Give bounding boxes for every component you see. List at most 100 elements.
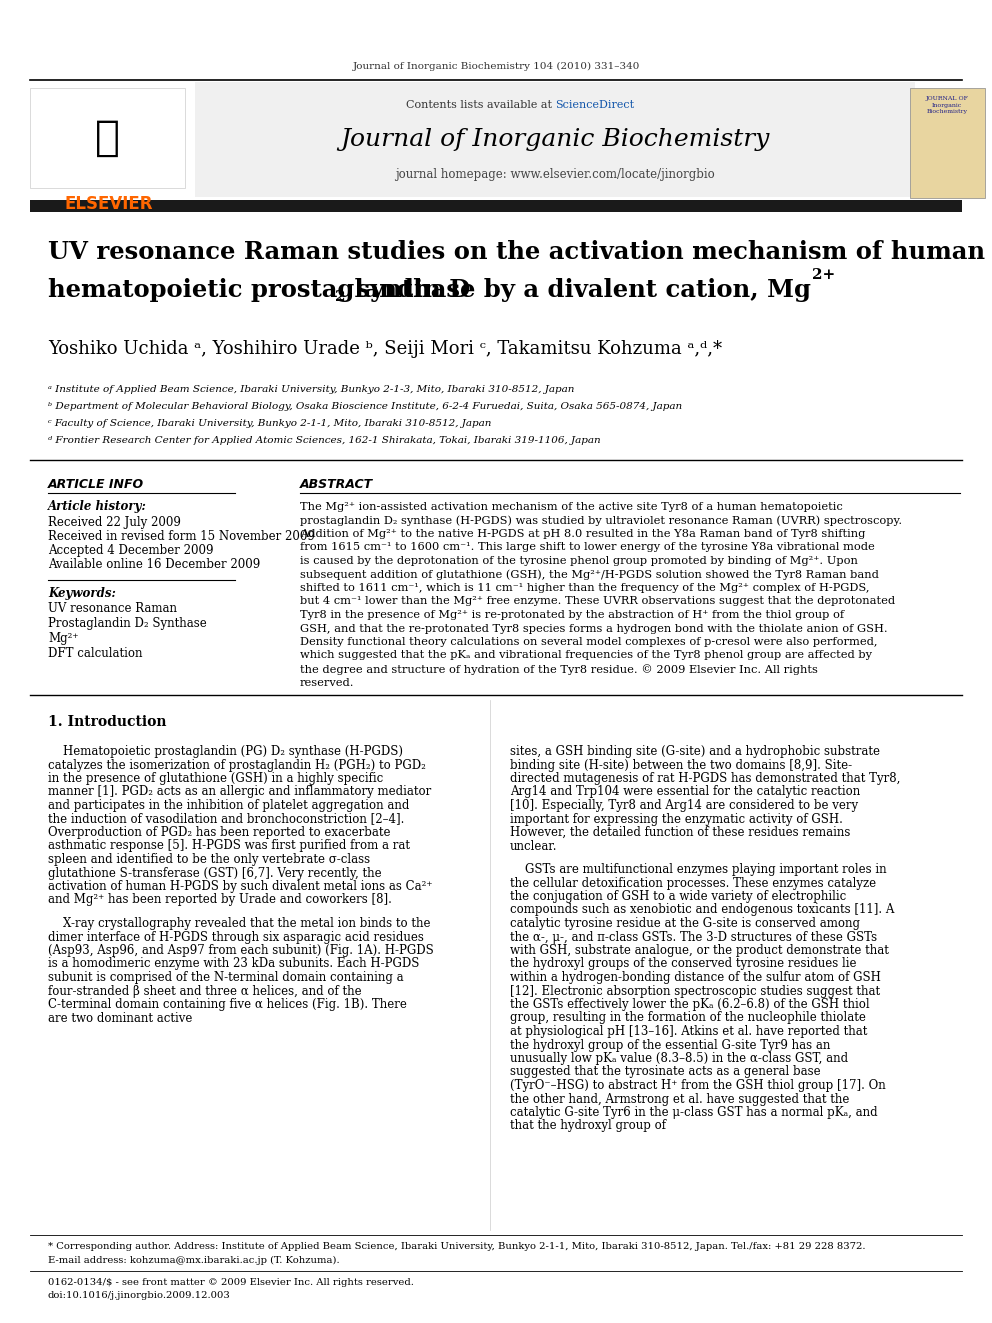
Text: Tyr8 in the presence of Mg²⁺ is re-protonated by the abstraction of H⁺ from the : Tyr8 in the presence of Mg²⁺ is re-proto… [300,610,844,620]
Text: Available online 16 December 2009: Available online 16 December 2009 [48,558,260,572]
Text: UV resonance Raman studies on the activation mechanism of human: UV resonance Raman studies on the activa… [48,239,985,265]
Text: ARTICLE INFO: ARTICLE INFO [48,478,144,491]
Text: ᵈ Frontier Research Center for Applied Atomic Sciences, 162-1 Shirakata, Tokai, : ᵈ Frontier Research Center for Applied A… [48,437,600,445]
Text: ABSTRACT: ABSTRACT [300,478,373,491]
Text: the other hand, Armstrong et al. have suggested that the: the other hand, Armstrong et al. have su… [510,1093,849,1106]
Text: glutathione S-transferase (GST) [6,7]. Very recently, the: glutathione S-transferase (GST) [6,7]. V… [48,867,382,880]
Text: Overproduction of PGD₂ has been reported to exacerbate: Overproduction of PGD₂ has been reported… [48,826,391,839]
Text: from 1615 cm⁻¹ to 1600 cm⁻¹. This large shift to lower energy of the tyrosine Y8: from 1615 cm⁻¹ to 1600 cm⁻¹. This large … [300,542,875,553]
Text: Prostaglandin D₂ Synthase: Prostaglandin D₂ Synthase [48,617,206,630]
Text: binding site (H-site) between the two domains [8,9]. Site-: binding site (H-site) between the two do… [510,758,852,771]
Text: subsequent addition of glutathione (GSH), the Mg²⁺/H-PGDS solution showed the Ty: subsequent addition of glutathione (GSH)… [300,569,879,579]
Text: unclear.: unclear. [510,840,558,852]
Text: the GSTs effectively lower the pKₐ (6.2–6.8) of the GSH thiol: the GSTs effectively lower the pKₐ (6.2–… [510,998,870,1011]
Text: Mg²⁺: Mg²⁺ [48,632,78,646]
Text: (Asp93, Asp96, and Asp97 from each subunit) (Fig. 1A). H-PGDS: (Asp93, Asp96, and Asp97 from each subun… [48,945,434,957]
Text: C-terminal domain containing five α helices (Fig. 1B). There: C-terminal domain containing five α heli… [48,998,407,1011]
Text: the conjugation of GSH to a wide variety of electrophilic: the conjugation of GSH to a wide variety… [510,890,846,904]
Text: The Mg²⁺ ion-assisted activation mechanism of the active site Tyr8 of a human he: The Mg²⁺ ion-assisted activation mechani… [300,501,843,512]
Text: Addition of Mg²⁺ to the native H-PGDS at pH 8.0 resulted in the Y8a Raman band o: Addition of Mg²⁺ to the native H-PGDS at… [300,529,865,538]
Text: Density functional theory calculations on several model complexes of p-cresol we: Density functional theory calculations o… [300,636,878,647]
Text: and participates in the inhibition of platelet aggregation and: and participates in the inhibition of pl… [48,799,410,812]
Text: catalytic G-site Tyr6 in the μ-class GST has a normal pKₐ, and: catalytic G-site Tyr6 in the μ-class GST… [510,1106,878,1119]
Text: journal homepage: www.elsevier.com/locate/jinorgbio: journal homepage: www.elsevier.com/locat… [395,168,715,181]
Text: ᵃ Institute of Applied Beam Science, Ibaraki University, Bunkyo 2-1-3, Mito, Iba: ᵃ Institute of Applied Beam Science, Iba… [48,385,574,394]
Text: ᶜ Faculty of Science, Ibaraki University, Bunkyo 2-1-1, Mito, Ibaraki 310-8512, : ᶜ Faculty of Science, Ibaraki University… [48,419,491,429]
Text: directed mutagenesis of rat H-PGDS has demonstrated that Tyr8,: directed mutagenesis of rat H-PGDS has d… [510,773,901,785]
Text: 2: 2 [335,290,345,304]
Text: are two dominant active: are two dominant active [48,1012,192,1024]
Text: Received in revised form 15 November 2009: Received in revised form 15 November 200… [48,531,314,542]
Text: 0162-0134/$ - see front matter © 2009 Elsevier Inc. All rights reserved.: 0162-0134/$ - see front matter © 2009 El… [48,1278,414,1287]
Text: However, the detailed function of these residues remains: However, the detailed function of these … [510,826,850,839]
Text: (TyrO⁻–HSG) to abstract H⁺ from the GSH thiol group [17]. On: (TyrO⁻–HSG) to abstract H⁺ from the GSH … [510,1080,886,1091]
Text: subunit is comprised of the N-terminal domain containing a: subunit is comprised of the N-terminal d… [48,971,404,984]
FancyBboxPatch shape [30,89,185,188]
Text: JOURNAL OF
Inorganic
Biochemistry: JOURNAL OF Inorganic Biochemistry [926,97,968,114]
Text: Article history:: Article history: [48,500,147,513]
Text: dimer interface of H-PGDS through six asparagic acid residues: dimer interface of H-PGDS through six as… [48,930,424,943]
Text: within a hydrogen-bonding distance of the sulfur atom of GSH: within a hydrogen-bonding distance of th… [510,971,881,984]
Text: but 4 cm⁻¹ lower than the Mg²⁺ free enzyme. These UVRR observations suggest that: but 4 cm⁻¹ lower than the Mg²⁺ free enzy… [300,597,895,606]
Text: the hydroxyl group of the essential G-site Tyr9 has an: the hydroxyl group of the essential G-si… [510,1039,830,1052]
Text: X-ray crystallography revealed that the metal ion binds to the: X-ray crystallography revealed that the … [48,917,431,930]
Text: * Corresponding author. Address: Institute of Applied Beam Science, Ibaraki Univ: * Corresponding author. Address: Institu… [48,1242,865,1252]
Text: is a homodimeric enzyme with 23 kDa subunits. Each H-PGDS: is a homodimeric enzyme with 23 kDa subu… [48,958,420,971]
Text: the α-, μ-, and π-class GSTs. The 3-D structures of these GSTs: the α-, μ-, and π-class GSTs. The 3-D st… [510,930,877,943]
Text: the induction of vasodilation and bronchoconstriction [2–4].: the induction of vasodilation and bronch… [48,812,405,826]
Text: prostaglandin D₂ synthase (H-PGDS) was studied by ultraviolet resonance Raman (U: prostaglandin D₂ synthase (H-PGDS) was s… [300,516,902,527]
Text: the degree and structure of hydration of the Tyr8 residue. © 2009 Elsevier Inc. : the degree and structure of hydration of… [300,664,817,675]
Text: and Mg²⁺ has been reported by Urade and coworkers [8].: and Mg²⁺ has been reported by Urade and … [48,893,392,906]
Text: shifted to 1611 cm⁻¹, which is 11 cm⁻¹ higher than the frequency of the Mg²⁺ com: shifted to 1611 cm⁻¹, which is 11 cm⁻¹ h… [300,583,870,593]
Text: Journal of Inorganic Biochemistry: Journal of Inorganic Biochemistry [340,128,770,151]
Text: 2+: 2+ [812,269,835,282]
FancyBboxPatch shape [910,89,985,198]
Text: is caused by the deprotonation of the tyrosine phenol group promoted by binding : is caused by the deprotonation of the ty… [300,556,858,566]
Text: ELSEVIER: ELSEVIER [65,194,154,213]
Text: 🌳: 🌳 [94,116,119,159]
Text: GSH, and that the re-protonated Tyr8 species forms a hydrogen bond with the thio: GSH, and that the re-protonated Tyr8 spe… [300,623,888,634]
Text: spleen and identified to be the only vertebrate σ-class: spleen and identified to be the only ver… [48,853,370,867]
Text: with GSH, substrate analogue, or the product demonstrate that: with GSH, substrate analogue, or the pro… [510,945,889,957]
Text: sites, a GSH binding site (G-site) and a hydrophobic substrate: sites, a GSH binding site (G-site) and a… [510,745,880,758]
Text: four-stranded β sheet and three α helices, and of the: four-stranded β sheet and three α helice… [48,984,362,998]
Text: catalytic tyrosine residue at the G-site is conserved among: catalytic tyrosine residue at the G-site… [510,917,860,930]
Text: doi:10.1016/j.jinorgbio.2009.12.003: doi:10.1016/j.jinorgbio.2009.12.003 [48,1291,231,1301]
Text: which suggested that the pKₐ and vibrational frequencies of the Tyr8 phenol grou: which suggested that the pKₐ and vibrati… [300,651,872,660]
Text: 1. Introduction: 1. Introduction [48,714,167,729]
Text: the hydroxyl groups of the conserved tyrosine residues lie: the hydroxyl groups of the conserved tyr… [510,958,856,971]
FancyBboxPatch shape [30,200,962,212]
Text: [12]. Electronic absorption spectroscopic studies suggest that: [12]. Electronic absorption spectroscopi… [510,984,880,998]
Text: DFT calculation: DFT calculation [48,647,143,660]
Text: Contents lists available at: Contents lists available at [406,101,555,110]
Text: Keywords:: Keywords: [48,587,116,601]
Text: reserved.: reserved. [300,677,354,688]
Text: [10]. Especially, Tyr8 and Arg14 are considered to be very: [10]. Especially, Tyr8 and Arg14 are con… [510,799,858,812]
Text: important for expressing the enzymatic activity of GSH.: important for expressing the enzymatic a… [510,812,843,826]
Text: catalyzes the isomerization of prostaglandin H₂ (PGH₂) to PGD₂: catalyzes the isomerization of prostagla… [48,758,426,771]
Text: Yoshiko Uchida ᵃ, Yoshihiro Urade ᵇ, Seiji Mori ᶜ, Takamitsu Kohzuma ᵃ,ᵈ,*: Yoshiko Uchida ᵃ, Yoshihiro Urade ᵇ, Sei… [48,340,722,359]
Text: compounds such as xenobiotic and endogenous toxicants [11]. A: compounds such as xenobiotic and endogen… [510,904,895,917]
Text: in the presence of glutathione (GSH) in a highly specific: in the presence of glutathione (GSH) in … [48,773,383,785]
Text: Arg14 and Trp104 were essential for the catalytic reaction: Arg14 and Trp104 were essential for the … [510,786,860,799]
Text: UV resonance Raman: UV resonance Raman [48,602,177,615]
Text: group, resulting in the formation of the nucleophile thiolate: group, resulting in the formation of the… [510,1012,866,1024]
Text: hematopoietic prostaglandin D: hematopoietic prostaglandin D [48,278,470,302]
Text: Accepted 4 December 2009: Accepted 4 December 2009 [48,544,213,557]
Text: synthase by a divalent cation, Mg: synthase by a divalent cation, Mg [348,278,811,302]
Text: suggested that the tyrosinate acts as a general base: suggested that the tyrosinate acts as a … [510,1065,820,1078]
Text: unusually low pKₐ value (8.3–8.5) in the α-class GST, and: unusually low pKₐ value (8.3–8.5) in the… [510,1052,848,1065]
Text: that the hydroxyl group of: that the hydroxyl group of [510,1119,666,1132]
Text: Received 22 July 2009: Received 22 July 2009 [48,516,181,529]
Text: activation of human H-PGDS by such divalent metal ions as Ca²⁺: activation of human H-PGDS by such dival… [48,880,433,893]
FancyBboxPatch shape [195,82,915,197]
Text: E-mail address: kohzuma@mx.ibaraki.ac.jp (T. Kohzuma).: E-mail address: kohzuma@mx.ibaraki.ac.jp… [48,1256,339,1265]
Text: ᵇ Department of Molecular Behavioral Biology, Osaka Bioscience Institute, 6-2-4 : ᵇ Department of Molecular Behavioral Bio… [48,402,682,411]
Text: manner [1]. PGD₂ acts as an allergic and inflammatory mediator: manner [1]. PGD₂ acts as an allergic and… [48,786,432,799]
Text: the cellular detoxification processes. These enzymes catalyze: the cellular detoxification processes. T… [510,877,876,889]
Text: ScienceDirect: ScienceDirect [555,101,634,110]
Text: Hematopoietic prostaglandin (PG) D₂ synthase (H-PGDS): Hematopoietic prostaglandin (PG) D₂ synt… [48,745,403,758]
Text: at physiological pH [13–16]. Atkins et al. have reported that: at physiological pH [13–16]. Atkins et a… [510,1025,867,1039]
Text: GSTs are multifunctional enzymes playing important roles in: GSTs are multifunctional enzymes playing… [510,863,887,876]
Text: asthmatic response [5]. H-PGDS was first purified from a rat: asthmatic response [5]. H-PGDS was first… [48,840,410,852]
